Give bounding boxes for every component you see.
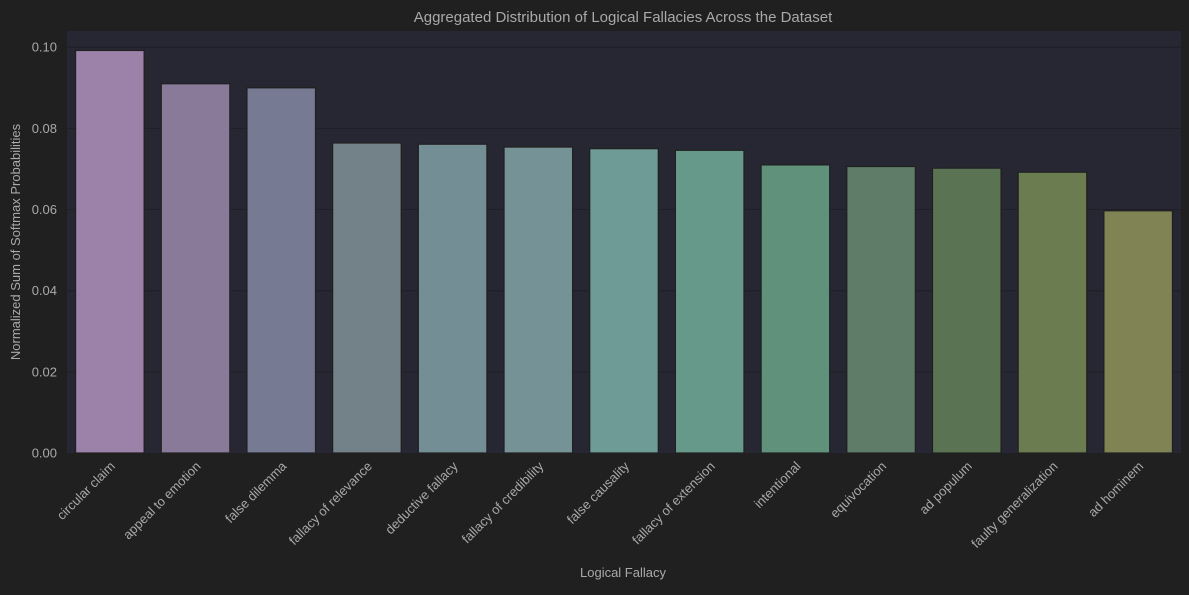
bar-false-causality [589,148,659,454]
x-axis-label: Logical Fallacy [580,565,666,580]
bars [74,49,1174,454]
y-tick-label: 0.04 [32,283,57,298]
bar-fallacy-of-credibility [503,146,574,454]
bar-faulty-generalization [1017,171,1088,454]
bar-ad-hominem [1103,210,1174,454]
chart-title: Aggregated Distribution of Logical Falla… [414,9,833,26]
y-tick-label: 0.08 [32,121,57,136]
y-tick-label: 0.10 [32,40,57,55]
y-tick-label: 0.00 [32,446,57,461]
y-axis-ticks: 0.00 0.02 0.04 0.06 0.08 0.10 [32,40,57,461]
bar-fallacy-of-relevance [332,142,402,454]
bar-equivocation [846,165,916,454]
bar-false-dilemma [246,87,317,454]
bar-intentional [760,164,831,454]
y-tick-label: 0.02 [32,364,57,379]
bar-ad-populum [931,167,1002,454]
y-tick-label: 0.06 [32,202,57,217]
bar-deductive-fallacy [417,143,488,454]
bar-fallacy-of-extension [674,149,745,454]
y-axis-label: Normalized Sum of Softmax Probabilities [8,123,23,360]
bar-circular-claim [74,49,145,454]
bar-appeal-to-emotion [160,83,231,454]
